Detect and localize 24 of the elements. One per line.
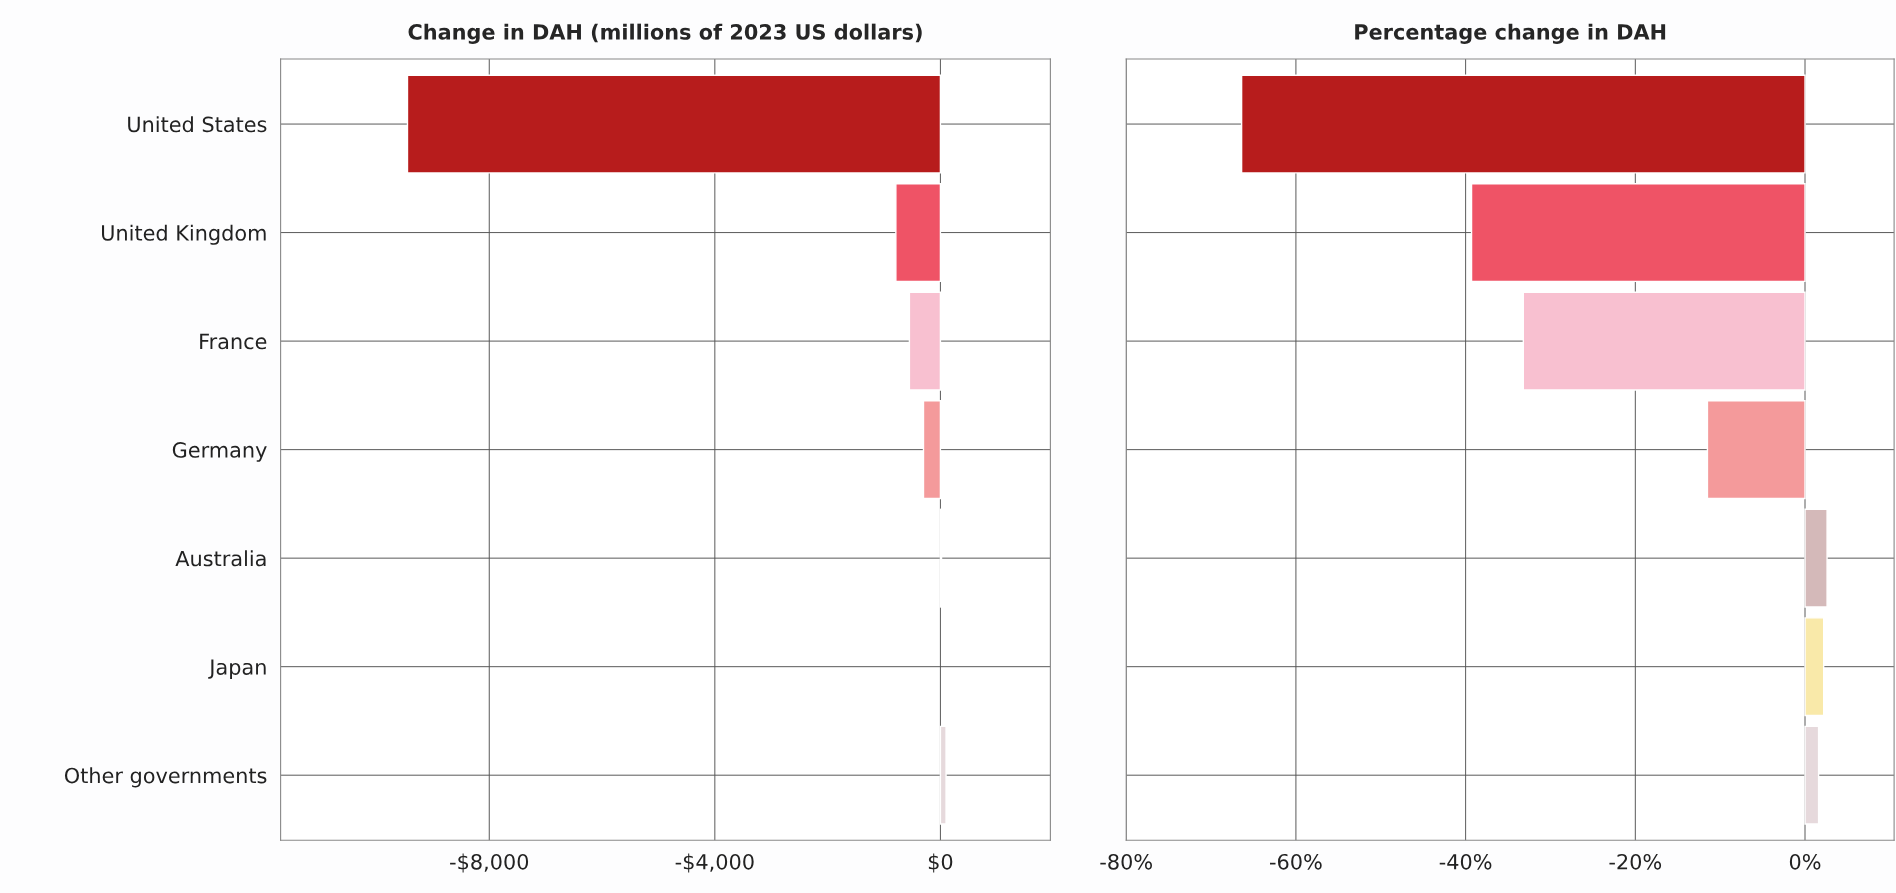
x-tick-label: -80% (1100, 853, 1152, 870)
x-tick-label: -40% (1439, 853, 1492, 870)
x-tick-label: -$4,000 (675, 853, 754, 873)
bar (1240, 74, 1806, 174)
bar (1804, 508, 1828, 608)
y-tick-label: United States (128, 116, 267, 133)
y-tick-label: Germany (172, 442, 267, 462)
x-tick-label: $0 (928, 853, 953, 873)
chart-title: Percentage change in DAH (1355, 23, 1666, 44)
y-tick-label: Japan (208, 659, 266, 679)
y-tick-label: France (200, 333, 267, 350)
chart-title: Change in DAH (millions of 2023 US dollars) (408, 23, 922, 44)
bar (1804, 617, 1825, 717)
x-tick-label: -$8,000 (450, 853, 529, 873)
bar (1706, 400, 1806, 500)
y-tick-label: Australia (175, 550, 266, 567)
x-tick-label: -60% (1270, 853, 1322, 870)
bar (1522, 291, 1806, 391)
y-tick-label: Other governments (64, 767, 267, 788)
y-tick-label: United Kingdom (102, 224, 266, 245)
bar (1804, 725, 1820, 825)
x-tick-label: -20% (1609, 853, 1662, 870)
bar (1470, 183, 1806, 283)
x-tick-label: 0% (1789, 853, 1821, 870)
